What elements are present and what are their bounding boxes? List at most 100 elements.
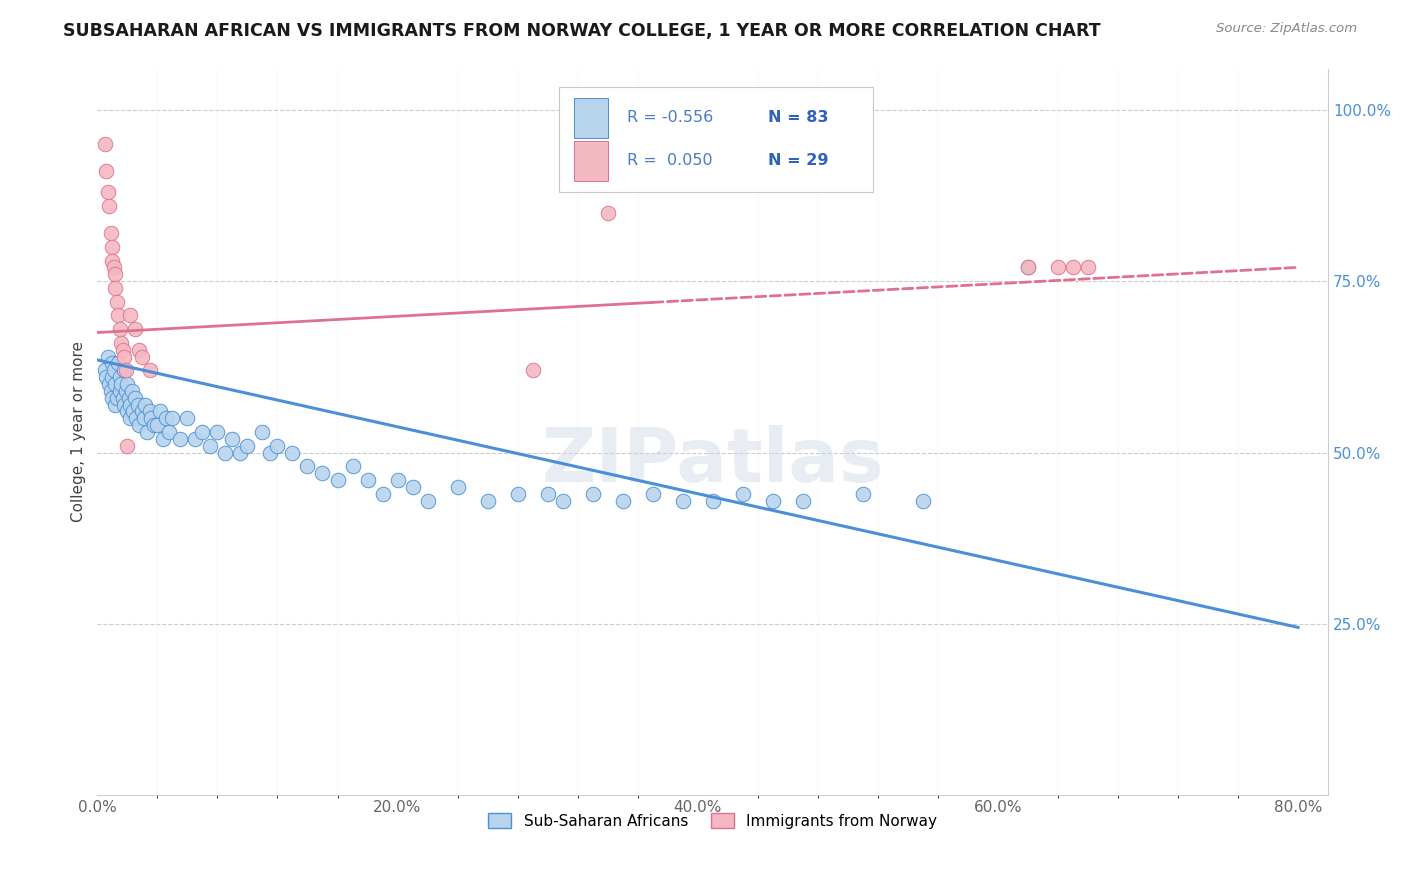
FancyBboxPatch shape [574,97,609,137]
Point [266,439,288,453]
Point [342,459,364,474]
Point [207,425,229,439]
Point [103,260,125,275]
Point [125,411,148,425]
Text: N = 83: N = 83 [768,110,828,125]
Point [506,486,529,500]
Point [1017,260,1039,275]
Point [191,425,214,439]
Y-axis label: College, 1 year or more: College, 1 year or more [72,342,86,523]
Point [131,404,153,418]
Point [149,404,172,418]
Point [143,418,166,433]
Point [120,398,142,412]
Point [477,493,499,508]
Point [152,432,174,446]
Point [1017,260,1039,275]
Point [551,493,574,508]
Point [117,439,139,453]
Point [1062,260,1084,275]
Point [762,493,785,508]
Point [446,480,468,494]
Point [596,205,619,219]
Point [157,425,180,439]
Point [108,370,131,384]
Point [155,411,177,425]
Point [117,404,139,418]
Point [120,309,142,323]
Point [131,350,153,364]
Text: SUBSAHARAN AFRICAN VS IMMIGRANTS FROM NORWAY COLLEGE, 1 YEAR OR MORE CORRELATION: SUBSAHARAN AFRICAN VS IMMIGRANTS FROM NO… [63,22,1101,40]
Point [112,363,135,377]
Point [120,411,142,425]
Point [103,363,125,377]
Point [104,398,127,412]
Point [135,425,157,439]
Point [111,391,134,405]
Point [792,493,814,508]
Point [702,493,724,508]
Point [94,136,117,151]
Point [132,411,155,425]
Point [96,164,118,178]
Point [101,240,124,254]
Point [141,411,163,425]
Point [101,391,124,405]
Point [121,384,143,398]
FancyBboxPatch shape [560,87,873,192]
FancyBboxPatch shape [574,141,609,181]
Point [176,411,198,425]
Point [252,425,274,439]
Point [281,445,304,459]
Point [97,185,120,199]
Point [105,294,128,309]
Point [356,473,378,487]
Point [94,363,117,377]
Point [108,322,131,336]
Point [852,486,875,500]
Point [401,480,423,494]
Point [104,267,127,281]
Point [111,343,134,357]
Point [537,486,560,500]
Point [326,473,349,487]
Point [98,376,121,391]
Point [641,486,664,500]
Point [1077,260,1099,275]
Point [112,398,135,412]
Point [229,445,252,459]
Point [672,493,695,508]
Point [97,350,120,364]
Point [124,322,146,336]
Point [122,404,145,418]
Point [134,398,156,412]
Text: N = 29: N = 29 [768,153,828,169]
Point [731,486,754,500]
Point [311,466,333,480]
Point [110,376,132,391]
Point [221,432,243,446]
Point [101,253,124,268]
Point [101,356,124,370]
Point [117,376,139,391]
Point [104,281,127,295]
Point [108,384,131,398]
Point [115,384,138,398]
Point [139,363,162,377]
Legend: Sub-Saharan Africans, Immigrants from Norway: Sub-Saharan Africans, Immigrants from No… [482,807,943,835]
Point [100,384,122,398]
Point [371,486,394,500]
Point [105,391,128,405]
Text: Source: ZipAtlas.com: Source: ZipAtlas.com [1216,22,1357,36]
Text: ZIPatlas: ZIPatlas [541,425,884,498]
Point [115,363,138,377]
Point [101,370,124,384]
Point [236,439,259,453]
Point [214,445,236,459]
Point [124,391,146,405]
Point [104,376,127,391]
Point [110,335,132,350]
Point [139,404,162,418]
Point [107,356,129,370]
Point [98,199,121,213]
